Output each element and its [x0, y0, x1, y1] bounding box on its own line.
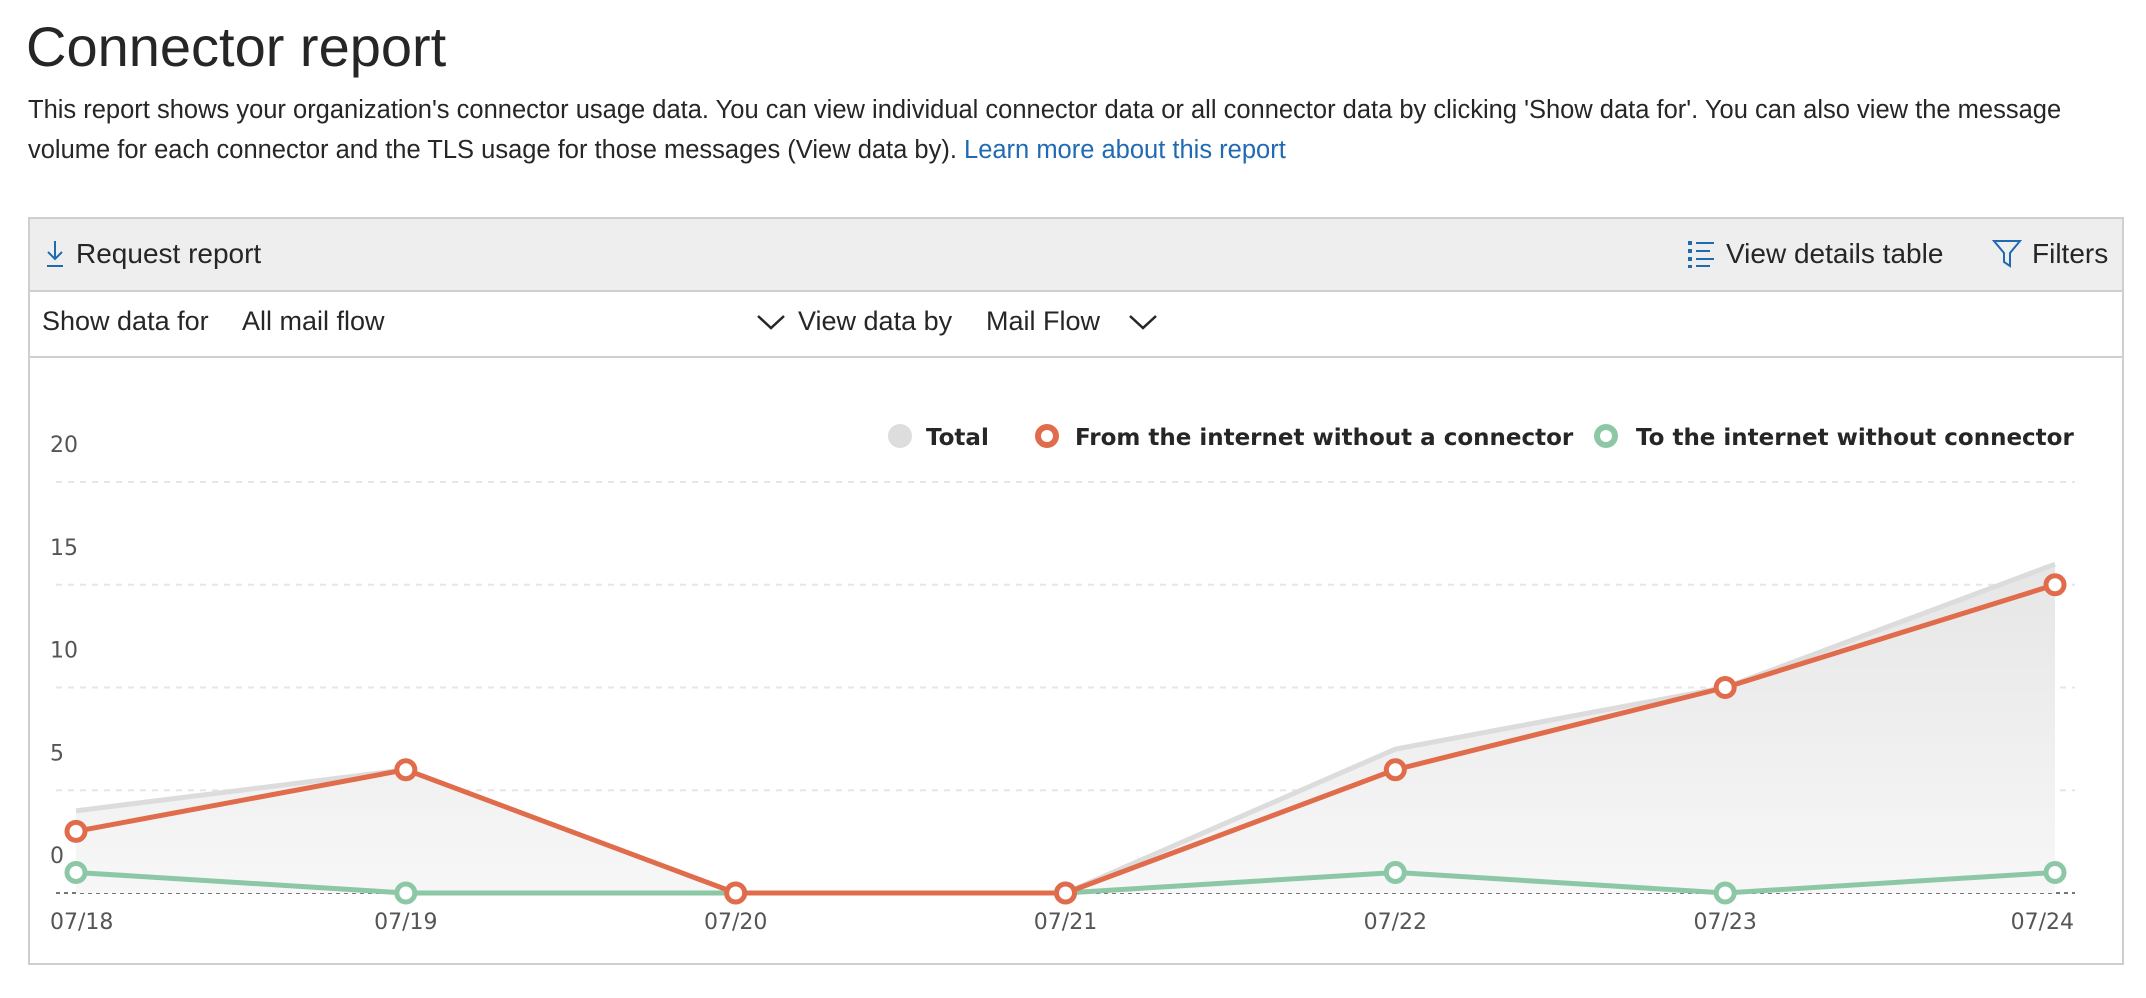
filters-button[interactable]: Filters — [1992, 238, 2108, 270]
x-tick-label: 07/19 — [374, 910, 437, 935]
data-point — [1054, 881, 1077, 905]
show-data-for-value: All mail flow — [242, 306, 385, 336]
data-point — [1713, 676, 1737, 699]
x-tick-label: 07/18 — [50, 910, 113, 935]
filter-row: Show data for All mail flow View data by… — [30, 290, 2122, 358]
legend-marker — [1594, 424, 1618, 448]
chevron-down-icon — [1129, 315, 1157, 330]
data-point — [1383, 758, 1407, 782]
toolbar: Request report View details table Filter… — [30, 219, 2122, 292]
view-details-table-label: View details table — [1726, 238, 1944, 269]
show-data-for-label: Show data for — [42, 306, 209, 336]
data-point — [64, 860, 88, 884]
download-icon — [47, 241, 63, 267]
view-details-table-button[interactable]: View details table — [1686, 238, 1943, 270]
total-area — [76, 564, 2055, 893]
x-tick-label: 07/24 — [2011, 910, 2074, 935]
data-point — [724, 881, 748, 905]
learn-more-link[interactable]: Learn more about this report — [964, 136, 1286, 164]
data-point — [1713, 881, 1737, 905]
y-tick-label: 20 — [50, 433, 78, 458]
request-report-label: Request report — [76, 238, 262, 269]
view-data-by-dropdown[interactable]: Mail Flow — [986, 290, 1186, 354]
show-data-for-dropdown[interactable]: All mail flow — [242, 290, 792, 354]
view-data-by-value: Mail Flow — [986, 306, 1101, 336]
filter-icon — [1992, 240, 2022, 268]
y-tick-label: 5 — [50, 741, 64, 766]
legend-marker — [1035, 424, 1059, 448]
chevron-down-icon — [757, 315, 785, 330]
y-tick-label: 10 — [50, 639, 78, 664]
legend-marker-total — [888, 424, 912, 448]
legend-label: To the internet without connector — [1636, 425, 2074, 451]
y-tick-label: 15 — [50, 536, 78, 561]
request-report-button[interactable]: Request report — [44, 238, 261, 270]
x-tick-label: 07/23 — [1693, 910, 1756, 935]
x-tick-label: 07/22 — [1364, 910, 1427, 935]
data-point — [394, 758, 418, 782]
page-title: Connector report — [26, 15, 447, 78]
view-data-by-label: View data by — [798, 306, 953, 336]
page-description: This report shows your organization's co… — [28, 90, 2118, 170]
filters-label: Filters — [2032, 238, 2109, 269]
data-point — [2043, 860, 2067, 884]
data-point — [1383, 860, 1407, 884]
legend-label: Total — [926, 425, 989, 451]
data-point — [2043, 573, 2067, 597]
x-tick-label: 07/20 — [704, 910, 767, 935]
list-icon — [1688, 241, 1714, 268]
description-text: This report shows your organization's co… — [28, 96, 2062, 164]
data-point — [394, 881, 418, 905]
data-point — [64, 819, 88, 843]
report-panel: Request report View details table Filter… — [28, 217, 2124, 965]
legend-label: From the internet without a connector — [1075, 425, 1574, 451]
y-tick-label: 0 — [50, 844, 64, 869]
x-tick-label: 07/21 — [1034, 910, 1097, 935]
